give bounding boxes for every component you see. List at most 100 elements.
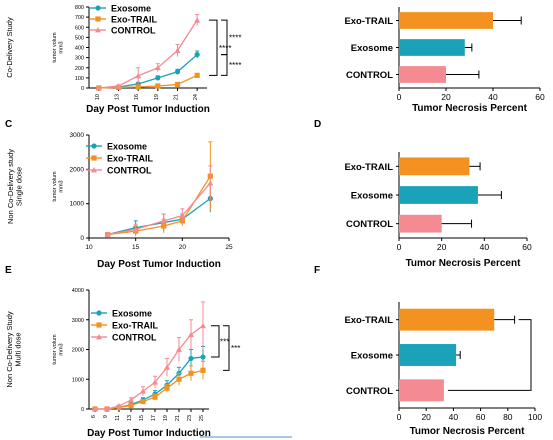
data-point — [95, 85, 102, 91]
legend-label: CONTROL — [112, 333, 157, 343]
significance-label: **** — [229, 33, 241, 42]
significance-label: **** — [229, 61, 241, 70]
x-tick-label: 60 — [535, 92, 545, 102]
x-tick-label: 17 — [151, 415, 157, 421]
x-axis-label: Tumor Necrosis Percent — [406, 258, 522, 269]
line-chart-e: 0 1000 2000 3000 4000 6 9 11 13 15 17 19 21 23 25 Exoso… — [5, 288, 240, 439]
bar-exosome — [399, 186, 478, 204]
x-tick-label: 20 — [437, 242, 447, 252]
y-tick-label: 600 — [75, 25, 84, 31]
x-tick-label: 21 — [175, 415, 181, 421]
y-axis-label: tumor volummm3 — [52, 334, 65, 365]
x-tick-label: 13 — [127, 415, 133, 421]
data-point — [200, 367, 206, 373]
legend-marker — [91, 155, 97, 161]
x-tick-label: 60 — [522, 242, 532, 252]
x-tick-label: 23 — [187, 415, 193, 421]
x-tick-label: 24 — [193, 94, 199, 100]
data-point — [140, 398, 146, 405]
data-point — [135, 72, 142, 79]
category-label: CONTROL — [346, 70, 393, 81]
data-point — [174, 81, 181, 88]
x-tick-label: 16 — [134, 94, 140, 100]
series-exosome — [105, 184, 213, 238]
x-tick-label: 40 — [488, 92, 498, 102]
legend-label: Exo-TRAIL — [107, 154, 154, 164]
series-line — [95, 325, 204, 410]
bar-control — [399, 379, 444, 402]
line-chart-c: 0 1000 2000 3000 10 15 20 25 Exosome Exo-TRAIL CON… — [6, 132, 233, 270]
data-point — [128, 402, 134, 409]
legend-label: Exosome — [112, 309, 152, 319]
data-point — [188, 370, 194, 376]
x-tick-label: 15 — [139, 415, 145, 421]
legend-label: CONTROL — [107, 166, 152, 176]
significance-label: *** — [220, 337, 229, 346]
data-point — [174, 47, 181, 53]
x-tick-label: 9 — [103, 415, 109, 418]
series-exo-trail — [92, 360, 206, 412]
y-tick-label: 0 — [80, 235, 84, 242]
y-tick-label: 2000 — [72, 348, 84, 354]
series-control — [92, 301, 206, 412]
x-tick-label: 20 — [179, 244, 187, 251]
series-line — [107, 175, 211, 236]
panel-label-e: E — [5, 265, 12, 276]
category-label: CONTROL — [346, 219, 393, 230]
significance-bracket — [221, 54, 228, 76]
data-point — [188, 331, 194, 338]
legend-marker — [96, 334, 102, 340]
significance-bracket — [223, 325, 230, 371]
series-line — [95, 369, 204, 410]
legend-marker — [95, 16, 101, 22]
x-tick-label: 15 — [132, 244, 140, 251]
x-tick-label: 19 — [163, 415, 169, 421]
x-tick-label: 20 — [441, 92, 451, 102]
y-axis-group-label: Non Co-Delivery StudyMulti dose — [5, 311, 23, 388]
x-axis-label: Day Post Tumor Induction — [87, 428, 211, 439]
legend-label: Exo-TRAIL — [112, 321, 159, 331]
x-tick-label: 40 — [480, 242, 490, 252]
y-tick-label: 1000 — [72, 377, 84, 383]
legend-marker — [96, 322, 102, 328]
data-point — [164, 385, 170, 391]
data-point — [188, 355, 194, 362]
series-line — [98, 74, 198, 89]
x-tick-label: 19 — [154, 94, 160, 100]
legend-marker — [96, 310, 102, 316]
data-point — [140, 388, 146, 394]
y-tick-label: 0 — [81, 86, 84, 92]
x-axis-label: Tumor Necrosis Percent — [412, 103, 528, 114]
legend-label: Exo-TRAIL — [111, 15, 158, 25]
data-point — [164, 364, 170, 370]
y-tick-label: 800 — [75, 5, 84, 11]
bar-exosome — [399, 344, 457, 366]
category-label: Exo-TRAIL — [344, 16, 393, 27]
panel-label-c: C — [5, 119, 12, 130]
x-tick-label: 60 — [476, 412, 486, 422]
y-tick-label: 3000 — [70, 132, 85, 139]
x-tick-label: 0 — [397, 412, 402, 422]
bar-control — [399, 214, 442, 233]
category-label: Exosome — [351, 351, 393, 362]
category-label: Exosome — [351, 43, 393, 54]
data-point — [179, 212, 186, 219]
y-tick-label: 500 — [75, 35, 84, 41]
legend-marker — [95, 5, 101, 11]
y-tick-label: 200 — [75, 66, 84, 72]
data-point — [155, 83, 161, 89]
data-point — [160, 217, 167, 224]
line-chart-a: 0 100 200 300 400 500 600 700 800 10 13 16 19 21 24 Exo… — [5, 4, 241, 116]
x-tick-label: 40 — [449, 412, 459, 422]
series-exosome — [96, 50, 200, 91]
x-axis-label: Tumor Necrosis Percent — [410, 426, 526, 437]
data-point — [200, 354, 206, 360]
data-point — [194, 72, 200, 78]
x-tick-label: 100 — [528, 412, 542, 422]
y-tick-label: 4000 — [72, 288, 84, 294]
series-control — [95, 14, 201, 91]
data-point — [174, 69, 181, 75]
y-tick-label: 2000 — [70, 166, 85, 173]
data-point — [135, 84, 141, 90]
x-tick-label: 80 — [503, 412, 513, 422]
